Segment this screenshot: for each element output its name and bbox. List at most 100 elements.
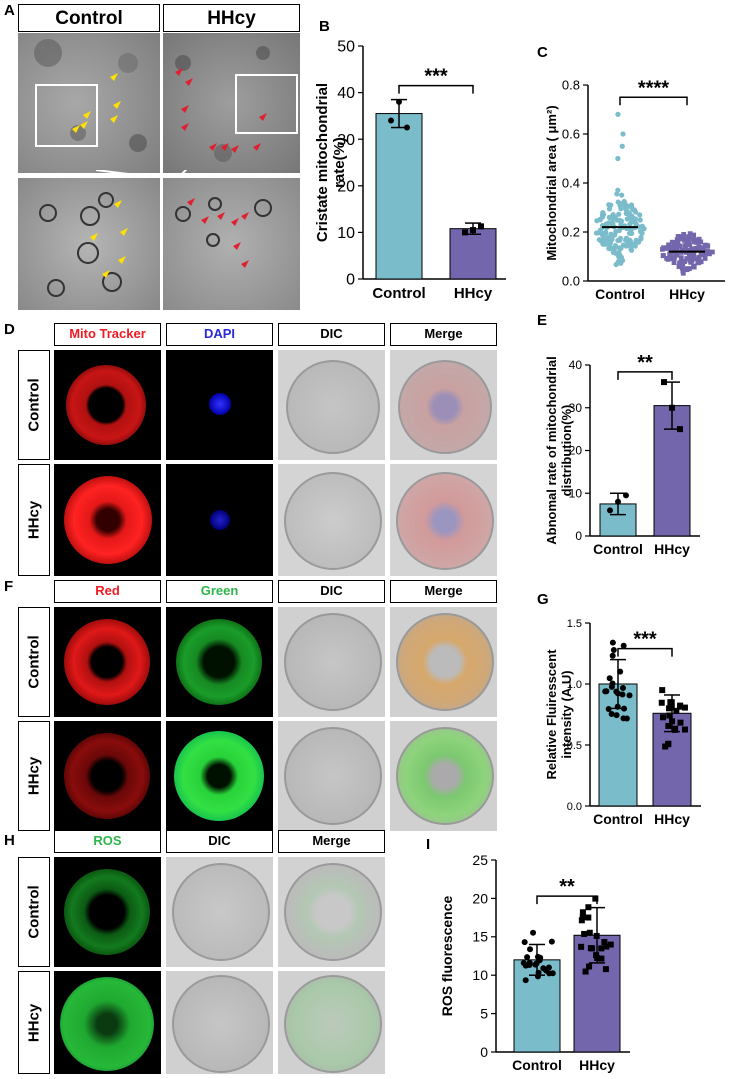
panel-letter-e: E (537, 312, 548, 329)
chart-e-significance-bracket (617, 371, 673, 380)
chart-i-point (593, 952, 600, 959)
chart-g-point (623, 715, 630, 722)
chart-c-point (610, 249, 616, 256)
chart-c-point (689, 246, 695, 252)
chart-c-point (690, 236, 696, 242)
chart-c-point (691, 253, 696, 259)
chart-i-point (537, 954, 544, 961)
chart-c-point (604, 221, 610, 227)
panel-letter-b: B (319, 18, 330, 35)
chart-c-point (682, 259, 687, 265)
chart-c-point (686, 253, 692, 259)
chart-i-ytick-label: 5 (480, 1006, 488, 1022)
img-f-green-control (166, 607, 273, 717)
header-dic-h: DIC (166, 830, 273, 853)
chart-g-point (605, 706, 612, 713)
chart-g-point (672, 726, 679, 733)
chart-g-point (620, 642, 627, 649)
chart-e-point (607, 507, 613, 514)
chart-c-point (700, 252, 706, 258)
chart-e-point (669, 404, 675, 411)
chart-c-ytick-label: 0.6 (562, 127, 580, 142)
img-d-mito-control (54, 350, 161, 460)
chart-c-point (676, 264, 682, 270)
chart-g-point (665, 722, 672, 729)
header-merge-h: Merge (278, 830, 385, 853)
chart-g-point (602, 688, 609, 695)
chart-c-point (593, 230, 600, 236)
chart-c-point (635, 239, 642, 245)
chart-g-point (677, 719, 684, 726)
chart-c-point (675, 241, 681, 246)
chart-c-point (676, 244, 682, 249)
chart-g-point (626, 692, 633, 699)
chart-c-point (610, 212, 616, 218)
chart-e-significance-label: ** (637, 352, 653, 374)
chart-i-point (581, 930, 588, 937)
chart-b-ytick-label: 30 (337, 132, 355, 149)
header-ros: ROS (54, 830, 161, 853)
chart-c-point (674, 237, 680, 242)
chart-b-point (388, 117, 394, 124)
chart-c-point (680, 270, 686, 276)
chart-b-ytick-label: 10 (337, 225, 355, 242)
img-d-dic-control (278, 350, 385, 460)
row-label-control-f: Control (18, 607, 50, 717)
chart-i-point (598, 945, 605, 952)
chart-c-point (614, 191, 620, 197)
chart-c-point (600, 231, 606, 237)
chart-b-ytick-label: 0 (346, 272, 355, 289)
tem-control-low (18, 33, 160, 173)
chart-b: 0 10 20 30 40 50 Cristate mitochondrial rate(%)… (314, 39, 506, 302)
chart-i-point (579, 909, 586, 916)
chart-e-category-label: HHcy (654, 541, 690, 557)
img-d-mito-hhcy (54, 464, 161, 576)
chart-c-point (619, 143, 625, 149)
header-dapi: DAPI (166, 323, 273, 346)
chart-c-significance-bracket (619, 96, 688, 106)
img-d-merge-hhcy (390, 464, 497, 576)
chart-i-significance-bracket (536, 895, 598, 905)
chart-c-point (696, 254, 702, 260)
chart-g-ylabel: intensity (A.U) (559, 670, 574, 758)
chart-g-point (619, 691, 626, 698)
img-d-dapi-hhcy (166, 464, 273, 576)
chart-c-ytick-label: 0.4 (562, 176, 580, 191)
tem-hhcy-low (163, 33, 300, 173)
chart-i-significance-label: ** (559, 876, 575, 898)
chart-i-point (532, 961, 539, 968)
chart-i-point (526, 959, 533, 966)
chart-c-point (671, 260, 677, 265)
chart-i-point (524, 954, 531, 961)
chart-c-point (616, 211, 622, 217)
chart-c-point (622, 201, 629, 208)
chart-i-point (586, 963, 593, 970)
chart-c-point (601, 236, 608, 242)
chart-c-significance-label: **** (638, 77, 669, 99)
chart-c-point (664, 245, 670, 251)
chart-b-point (478, 223, 484, 230)
chart-g-point (677, 703, 684, 710)
chart-b-ylabel: Cristate mitochondrial (314, 83, 331, 242)
chart-c-point (672, 255, 677, 261)
chart-c-point (615, 155, 621, 162)
chart-c-point (615, 237, 621, 244)
panel-letter-a: A (4, 2, 15, 19)
chart-b-bar (449, 228, 497, 280)
chart-c-point (697, 245, 703, 251)
chart-c-point (620, 131, 626, 137)
chart-b-point (404, 124, 410, 131)
chart-c-point (617, 245, 623, 251)
chart-e-point (623, 492, 629, 499)
tem-hhcy-high-svg (175, 197, 272, 268)
header-mito-tracker: Mito Tracker (54, 323, 161, 346)
chart-i-ytick-label: 25 (472, 852, 488, 868)
panel-letter-f: F (4, 578, 14, 595)
chart-c-point (687, 231, 693, 237)
chart-i-point (603, 943, 610, 950)
chart-c-point (608, 231, 614, 237)
chart-g-point (673, 707, 680, 714)
chart-c-point (615, 111, 621, 117)
chart-c-point (672, 242, 677, 248)
